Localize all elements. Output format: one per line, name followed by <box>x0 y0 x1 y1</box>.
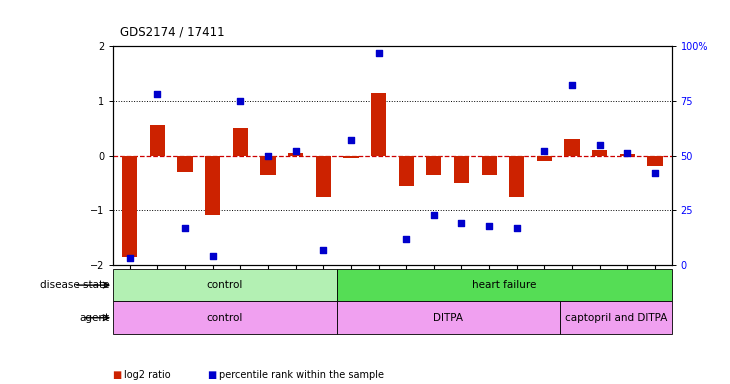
Point <box>179 225 191 231</box>
Point <box>207 253 218 259</box>
Text: control: control <box>207 280 243 290</box>
Bar <box>564 139 580 156</box>
Point <box>456 220 467 227</box>
Bar <box>233 128 248 156</box>
Text: heart failure: heart failure <box>472 280 537 290</box>
Bar <box>113 301 337 334</box>
Point <box>345 137 357 143</box>
Bar <box>337 301 560 334</box>
Text: ■: ■ <box>208 370 220 380</box>
Point <box>124 255 136 262</box>
Point <box>290 148 301 154</box>
Bar <box>560 301 672 334</box>
Point <box>621 150 633 156</box>
Bar <box>288 153 303 156</box>
Bar <box>482 156 496 175</box>
Bar <box>177 156 193 172</box>
Bar <box>620 154 635 156</box>
Point <box>152 91 164 97</box>
Point <box>594 141 606 147</box>
Text: control: control <box>207 313 243 323</box>
Bar <box>371 93 386 156</box>
Point <box>318 247 329 253</box>
Bar <box>113 269 337 301</box>
Bar <box>537 156 552 161</box>
Point <box>373 50 385 56</box>
Text: DITPA: DITPA <box>433 313 464 323</box>
Point <box>234 98 246 104</box>
Bar <box>343 156 358 158</box>
Bar <box>426 156 442 175</box>
Bar <box>205 156 220 215</box>
Bar <box>399 156 414 185</box>
Point <box>483 222 495 228</box>
Bar <box>510 156 524 197</box>
Bar <box>454 156 469 183</box>
Text: agent: agent <box>80 313 109 323</box>
Bar <box>150 126 165 156</box>
Point <box>566 83 578 89</box>
Text: log2 ratio: log2 ratio <box>124 370 171 380</box>
Bar <box>122 156 137 257</box>
Point <box>428 212 439 218</box>
Point <box>262 152 274 159</box>
Point <box>400 236 412 242</box>
Text: disease state: disease state <box>40 280 110 290</box>
Point <box>511 225 523 231</box>
Text: ■: ■ <box>113 370 126 380</box>
Text: percentile rank within the sample: percentile rank within the sample <box>219 370 384 380</box>
Bar <box>261 156 275 175</box>
Text: GDS2174 / 17411: GDS2174 / 17411 <box>120 25 225 38</box>
Point <box>539 148 550 154</box>
Text: captopril and DITPA: captopril and DITPA <box>564 313 667 323</box>
Bar <box>592 150 607 156</box>
Bar <box>315 156 331 197</box>
Point <box>649 170 661 176</box>
Bar <box>648 156 663 167</box>
Bar <box>337 269 672 301</box>
